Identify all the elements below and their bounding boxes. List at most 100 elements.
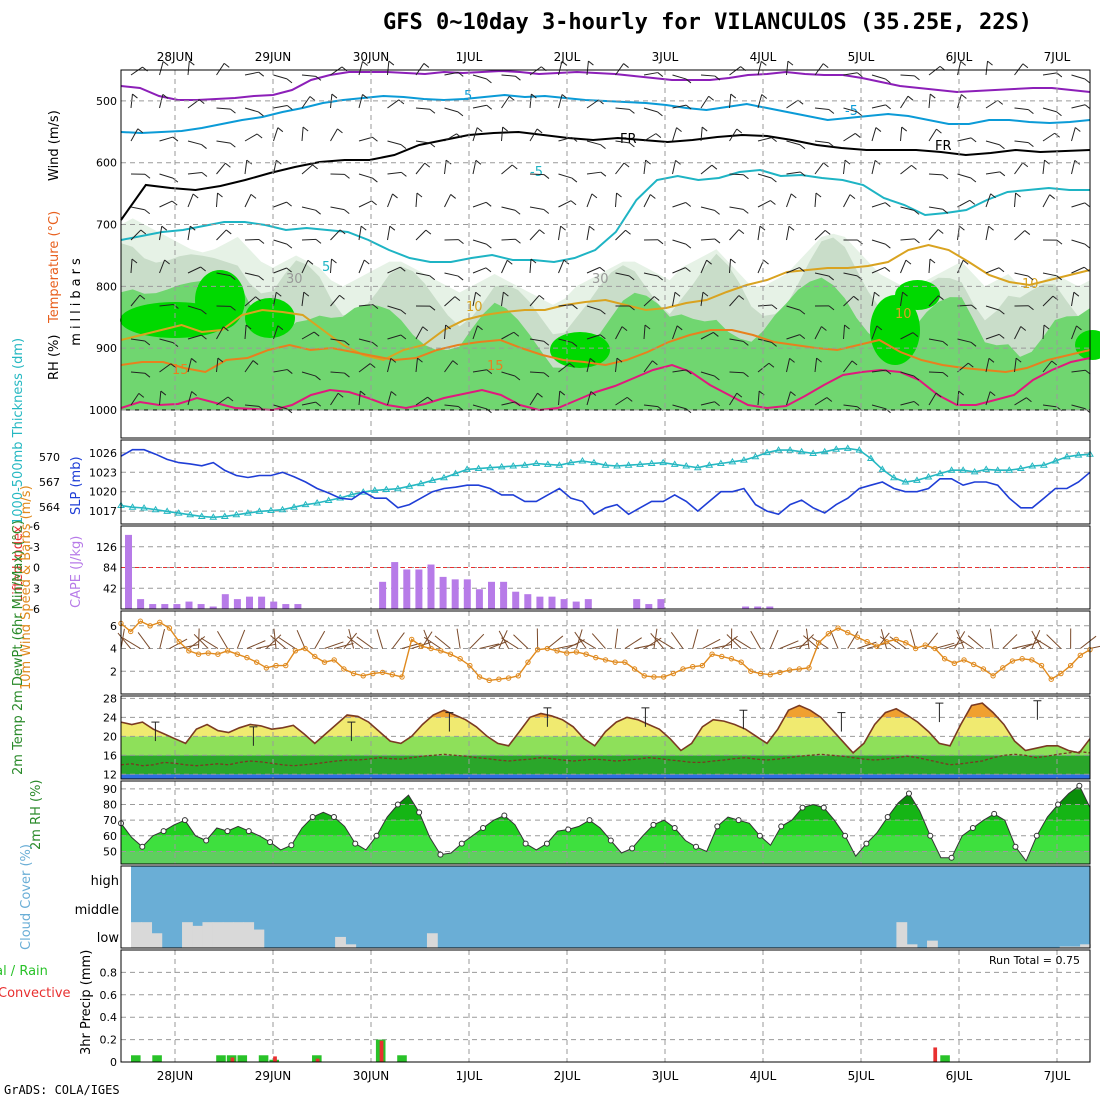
wind-barb-flag (486, 369, 493, 375)
thickness-marker (866, 454, 875, 461)
wind-barb-flag (286, 201, 292, 207)
wind-barb (1071, 74, 1086, 80)
rh-marker (650, 821, 657, 828)
wind-barb (244, 325, 247, 340)
wind-barb (786, 193, 792, 208)
wind-barb (159, 363, 172, 373)
cloud-level-label: middle (75, 903, 119, 918)
cape-bar (657, 599, 665, 609)
wind-barb (700, 371, 715, 377)
wind-barb (843, 272, 858, 277)
wind-barb (757, 137, 772, 142)
wind-barb-flag (629, 305, 635, 311)
wind-speed-marker (1000, 665, 1006, 671)
wind-barb-flag (425, 229, 432, 235)
wind-barb (159, 338, 174, 344)
wind-barb-flag (514, 209, 521, 215)
rh-marker (927, 832, 934, 839)
wind-barb-flag (799, 309, 806, 315)
wind-barb-flag (1022, 63, 1029, 69)
wind-barb (273, 127, 279, 142)
wind-barb-flag (331, 93, 338, 99)
wind-barb (415, 63, 425, 76)
wind-barb (244, 160, 248, 175)
wind-barb-flag (502, 126, 508, 132)
wind-barb (700, 332, 714, 340)
thickness-marker (405, 482, 414, 489)
wind-barb-flag (485, 201, 492, 207)
wind-barb (472, 267, 487, 274)
wind-barb (1042, 272, 1057, 277)
wind-barb-10m (692, 629, 699, 649)
wind-speed-marker (670, 670, 677, 677)
wind-barb-flag (1028, 142, 1034, 147)
wind-barb-flag (417, 357, 423, 363)
wind-barb-flag (884, 267, 891, 272)
wind-barb-flag (770, 200, 776, 205)
wind-barb (615, 193, 618, 208)
cape-bar (197, 604, 205, 609)
wind-barb (1042, 404, 1057, 408)
wind-barb (700, 74, 715, 77)
wind-barb (900, 238, 915, 241)
rh-marker (139, 843, 146, 850)
wind-barb (586, 266, 601, 274)
wind-barb (1042, 72, 1057, 76)
wind-barb-flag (885, 202, 891, 208)
rh-marker (1055, 801, 1062, 808)
wind-barb-flag (629, 142, 635, 148)
wind-barb-flag (816, 357, 822, 363)
slp-tick: 1023 (89, 466, 117, 479)
wind-barb (814, 162, 824, 175)
wind-barb (928, 338, 943, 342)
wind-barb-flag (286, 369, 293, 374)
below-surface (121, 410, 1090, 438)
wind-barb-flag (514, 375, 521, 381)
wind-barb (130, 229, 142, 241)
wind-barb-flag (171, 200, 178, 206)
wind-barb-10m (193, 633, 209, 649)
wind-barb (444, 272, 459, 277)
wind-speed-marker (157, 619, 163, 626)
wind-barb (301, 164, 313, 175)
wind-barb-flag (962, 259, 969, 265)
date-label-top: 7JUL (1044, 50, 1071, 64)
wind-barb-flag (337, 128, 343, 134)
wind-barb (615, 272, 630, 277)
rh-marker (1076, 782, 1083, 789)
precip-total-bar (237, 1055, 248, 1062)
wind-barb (187, 172, 202, 175)
wind-barb-flag (789, 357, 795, 363)
wind-barb-10m (217, 631, 229, 649)
cape-bar (500, 581, 508, 609)
wind-speed-marker (283, 662, 289, 669)
wind-barb (615, 63, 624, 76)
wind-barb (985, 226, 990, 241)
contour-freezing (120, 130, 1091, 221)
wind-barb-flag (937, 229, 944, 234)
wind-barb (472, 74, 487, 80)
wind-barb-flag (905, 259, 912, 265)
rh-marker (480, 824, 487, 831)
thickness-marker (786, 446, 794, 453)
wind-barb-10m (624, 637, 642, 649)
wind-barb (501, 127, 504, 142)
temp-ylabel: 2m Temp 2m DewPt (6hr Min/Max) (°C) (11, 520, 26, 775)
wind-barb (985, 140, 1000, 146)
wind-barb-flag (942, 208, 949, 214)
wind-barb (700, 206, 715, 211)
wind-barb-10m (574, 631, 587, 649)
rh-marker (756, 832, 763, 839)
wind-barb (358, 391, 361, 406)
wind-speed-marker (476, 674, 483, 680)
rh-marker (1033, 832, 1040, 839)
wind-barb-flag (771, 137, 777, 143)
wind-barb-flag (706, 259, 712, 265)
rh-band (121, 820, 1090, 836)
thickness-marker (186, 510, 195, 518)
wind-barb-flag (343, 209, 350, 215)
contour-fifteen (120, 329, 1091, 374)
wind-barb (985, 358, 990, 373)
wind-barb-flag (914, 75, 920, 81)
wind-barb-flag (742, 340, 749, 346)
